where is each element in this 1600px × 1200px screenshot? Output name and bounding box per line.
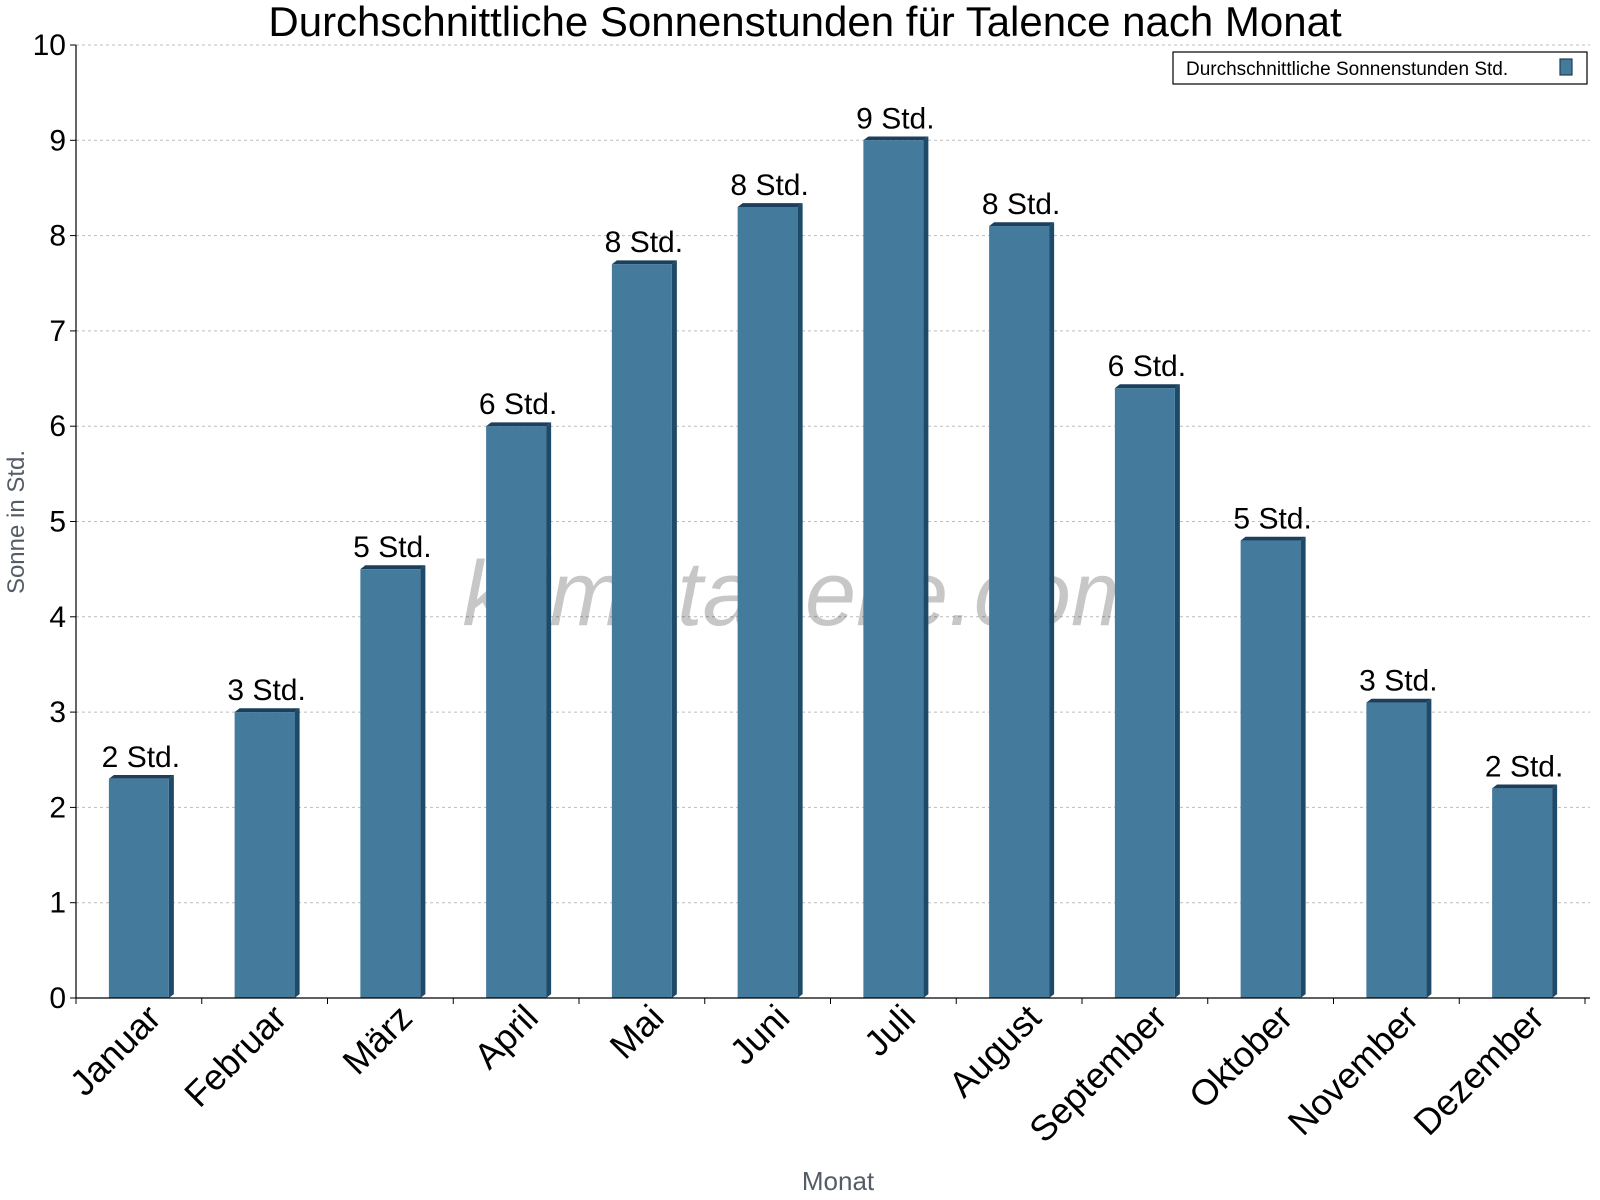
bar-top [1240,536,1306,541]
x-tick-label: Oktober [1181,997,1301,1117]
bar-value-label: 5 Std. [1233,503,1311,536]
y-tick-label: 4 [49,601,66,634]
bar [863,140,924,999]
bar-top [989,222,1055,227]
legend: Durchschnittliche Sonnenstunden Std. [1172,51,1588,85]
bar-side [671,260,677,998]
bar [611,264,672,998]
bar-value-label: 8 Std. [730,169,808,202]
x-tick-label: Februar [176,997,294,1115]
y-tick-label: 10 [33,29,66,62]
legend-label: Durchschnittliche Sonnenstunden Std. [1186,59,1508,80]
x-tick-label: Juni [722,997,798,1073]
bar-value-label: 6 Std. [479,388,557,421]
bar-top [1492,784,1558,789]
bar [486,426,547,998]
bar [989,226,1050,998]
bar-side [168,774,174,998]
x-tick-label: April [466,997,546,1077]
bar-value-label: 3 Std. [227,674,305,707]
bar-value-label: 2 Std. [1485,750,1563,783]
x-tick-label: Januar [62,997,169,1104]
y-tick-label: 1 [49,887,66,920]
bar-side [1426,698,1432,998]
bar-top [611,260,677,265]
bar-series: 2 Std. 3 Std. 5 Std. 6 Std. 8 Std. 8 Std. 9 St… [102,102,1563,999]
bar [360,569,421,998]
x-tick-label: Dezember [1405,997,1551,1143]
y-tick-label: 7 [49,315,66,348]
bar-top [486,422,552,427]
x-tick-label: Mai [602,997,672,1067]
bar-value-label: 8 Std. [982,188,1060,221]
bar [234,712,295,998]
bar-value-label: 3 Std. [1359,665,1437,698]
bar-value-label: 6 Std. [1108,350,1186,383]
bar-side [1300,536,1306,998]
bar-side [294,708,300,998]
legend-box [1172,51,1588,85]
bar-value-label: 5 Std. [353,531,431,564]
y-tick-label: 2 [49,791,66,824]
axes [75,45,1590,1004]
grid-lines [70,44,1590,999]
x-tick-label: September [1021,997,1175,1151]
bar-top [1366,698,1432,703]
x-tick-labels: Januar Februar März April Mai Juni Juli AugustS… [62,997,1552,1151]
bar-side [1174,384,1180,998]
bar-value-label: 8 Std. [605,226,683,259]
y-tick-label: 8 [49,220,66,253]
bar [1366,702,1427,998]
bar-side [546,422,552,998]
bar-side [797,203,803,999]
bar-top [234,708,300,713]
bar-top [737,203,803,208]
x-axis-label: Monat [802,1166,875,1196]
bar-top [108,774,174,779]
y-tick-label: 6 [49,410,66,443]
bar [1492,788,1553,998]
bar-side [1552,784,1558,998]
y-tick-label: 3 [49,696,66,729]
x-tick-label: Juli [856,997,923,1064]
chart-title: Durchschnittliche Sonnenstunden für Tale… [268,0,1342,45]
bar [1114,388,1175,999]
bar [737,207,798,998]
bar [108,778,169,998]
x-tick-label: August [941,997,1049,1105]
bar-side [420,565,426,998]
bar-top [1114,384,1180,389]
bar-value-label: 9 Std. [856,102,934,135]
y-tick-label: 9 [49,124,66,157]
x-tick-label: März [334,997,420,1083]
bar [1240,540,1301,998]
y-tick-label: 0 [49,982,66,1015]
y-axis-label: Sonne in Std. [3,450,30,594]
y-tick-label: 5 [49,506,66,539]
x-tick-label: November [1280,997,1426,1143]
legend-swatch [1559,58,1573,76]
bar-side [923,136,929,998]
bar-top [360,565,426,570]
bar-value-label: 2 Std. [102,741,180,774]
bar-side [1049,222,1055,998]
y-tick-labels: 0 1 2 3 4 5 6 7 8 9 10 [33,29,66,1015]
bar-top [863,136,929,141]
